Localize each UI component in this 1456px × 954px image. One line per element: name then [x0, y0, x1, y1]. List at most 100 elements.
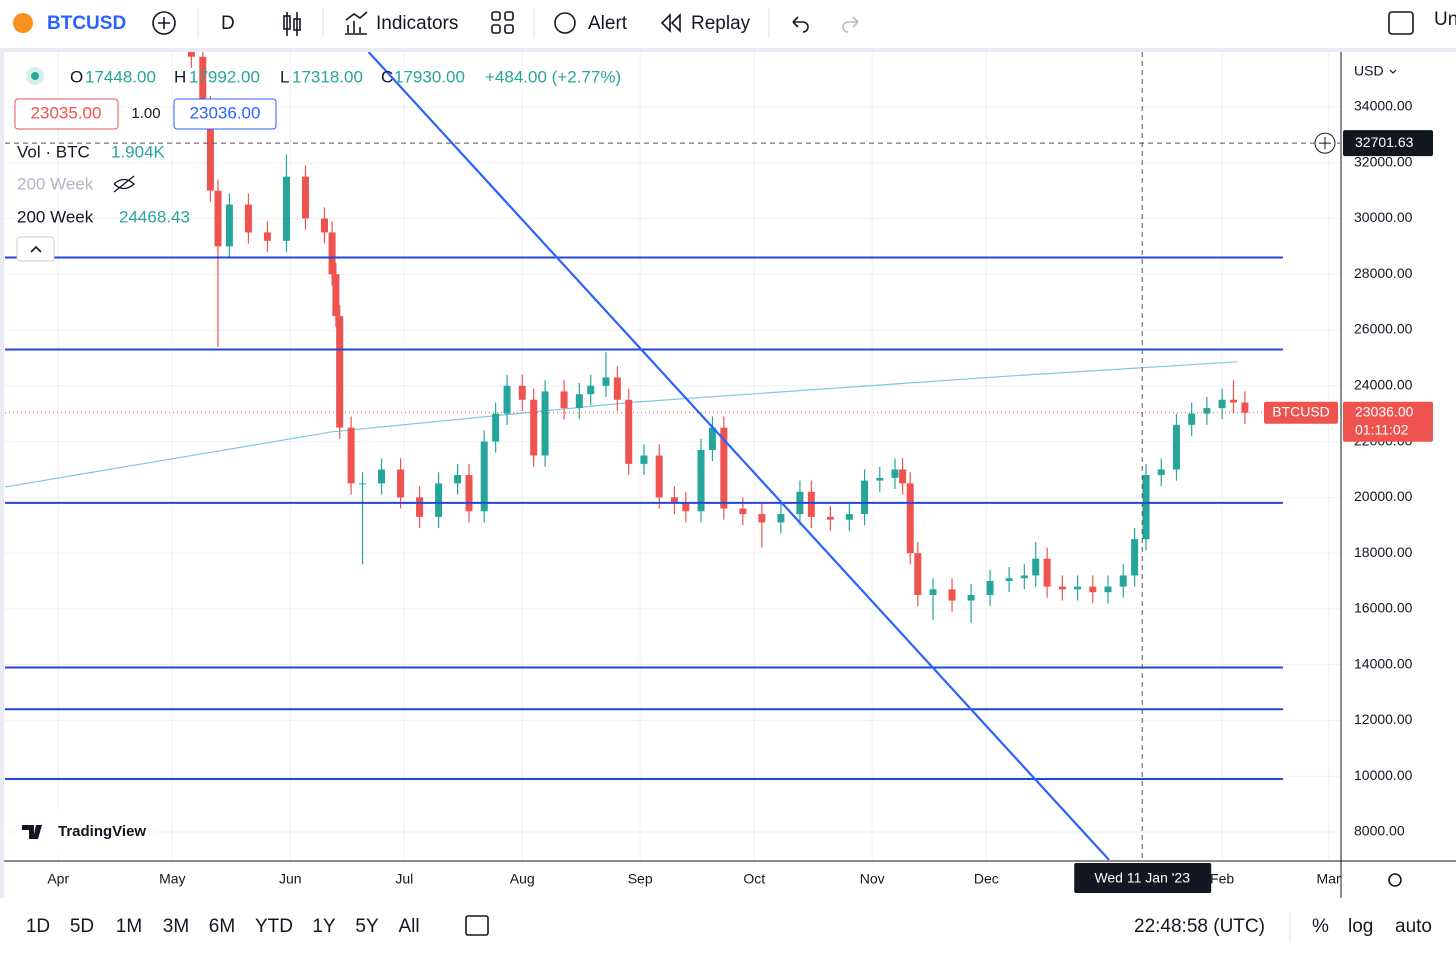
replay[interactable]: Replay [691, 13, 751, 34]
candle-body [739, 508, 747, 515]
candle-body [670, 497, 678, 503]
crosshair-plus-icon [1319, 137, 1331, 150]
o-value: 17448.00 [85, 67, 156, 86]
candle-body [914, 553, 922, 595]
candle-body [758, 514, 766, 523]
ma-value: 24468.43 [119, 207, 190, 226]
range-button[interactable]: YTD [255, 916, 293, 937]
candle-body [826, 516, 834, 520]
candle-body [1005, 578, 1013, 582]
candle-body [397, 469, 405, 498]
range-button[interactable]: All [398, 916, 419, 937]
candle-body [655, 455, 663, 498]
candle-body [454, 475, 462, 484]
x-tick-label: Mar [1317, 871, 1341, 887]
candle-body [1074, 586, 1082, 590]
candle-body [492, 413, 500, 442]
y-tick-label: 32000.00 [1354, 153, 1413, 169]
range-button[interactable]: 6M [209, 916, 235, 937]
alert[interactable]: Alert [588, 13, 628, 34]
candle-body [359, 483, 367, 485]
candle-body [1241, 402, 1249, 413]
l-value: 17318.00 [292, 67, 363, 86]
redo[interactable] [842, 16, 859, 33]
settings[interactable] [1388, 873, 1402, 887]
interval[interactable]: D [221, 13, 235, 34]
indicators[interactable]: Indicators [376, 13, 458, 34]
candle-body [206, 106, 214, 191]
candle-body [625, 399, 633, 464]
candle-body [301, 176, 309, 219]
candle-body [244, 204, 252, 233]
add-symbol[interactable] [152, 11, 176, 35]
candle-body [861, 480, 869, 515]
hidden-icon[interactable] [113, 175, 135, 193]
x-tick-label: Jul [395, 871, 413, 887]
range-button[interactable]: 5Y [355, 916, 379, 937]
y-tick-label: 8000.00 [1354, 823, 1405, 839]
candle-body [416, 497, 424, 517]
fullscreen[interactable] [1388, 11, 1414, 35]
candle-body [1142, 475, 1150, 540]
x-tick-label: Aug [510, 871, 535, 887]
candle-body [720, 427, 728, 509]
replay-icon [660, 13, 681, 33]
range-button[interactable]: 1Y [312, 916, 336, 937]
sell-button[interactable] [14, 98, 119, 130]
candle-body [899, 469, 907, 484]
ma-hidden: 200 Week [17, 174, 94, 193]
buy-button[interactable] [173, 98, 277, 130]
candle-body [587, 385, 595, 395]
candle-body [708, 427, 716, 450]
add-icon [158, 17, 170, 29]
candle-body [332, 274, 340, 317]
candle-body [682, 502, 690, 512]
symbol[interactable]: BTCUSD [47, 13, 126, 34]
candle-body [1188, 413, 1196, 425]
candle-body [1104, 586, 1112, 593]
candle-body [320, 218, 328, 233]
range-button[interactable]: 1M [116, 916, 142, 937]
currency[interactable]: USD [1354, 63, 1384, 79]
candle-body [435, 483, 443, 517]
candle-body [1218, 399, 1226, 409]
candle-body [807, 491, 815, 517]
indicators-icon [345, 11, 368, 35]
range-button[interactable]: 1D [26, 916, 50, 937]
layout-icon[interactable] [491, 11, 501, 21]
candle-body [876, 477, 884, 481]
auto[interactable]: auto [1395, 916, 1432, 937]
candle-body [199, 56, 207, 107]
sell: 23035.00 [31, 103, 102, 122]
candle-body [263, 232, 271, 241]
candle-body [328, 232, 336, 275]
tv-logo [22, 825, 42, 839]
candle-body [640, 455, 648, 464]
left-border [0, 52, 4, 898]
toolbar [0, 0, 1456, 48]
trendline [367, 52, 1110, 860]
candle-body [1089, 586, 1097, 593]
candle-body [1131, 539, 1139, 576]
x-tick-label: May [159, 871, 185, 887]
log[interactable]: log [1348, 916, 1373, 937]
collapse[interactable] [16, 236, 55, 262]
candle-body [347, 427, 355, 484]
ma: 200 Week [17, 207, 94, 226]
date-range-icon[interactable] [465, 915, 489, 936]
candle-icon-body [293, 18, 301, 31]
candle-body [465, 475, 473, 512]
range-button[interactable]: 5D [70, 916, 94, 937]
candle-body [225, 204, 233, 247]
percent[interactable]: % [1312, 916, 1329, 937]
symbol-tag [1264, 401, 1338, 424]
l: L [280, 67, 289, 86]
candle-body [187, 52, 195, 57]
range-button[interactable]: 3M [163, 916, 189, 937]
x-tick-label: Oct [743, 871, 765, 887]
branding-box [13, 809, 155, 855]
undo[interactable] [792, 16, 809, 33]
crosshair-date: Wed 11 Jan '23 [1094, 870, 1190, 886]
candle-body [602, 377, 610, 386]
btc-icon [13, 13, 33, 33]
